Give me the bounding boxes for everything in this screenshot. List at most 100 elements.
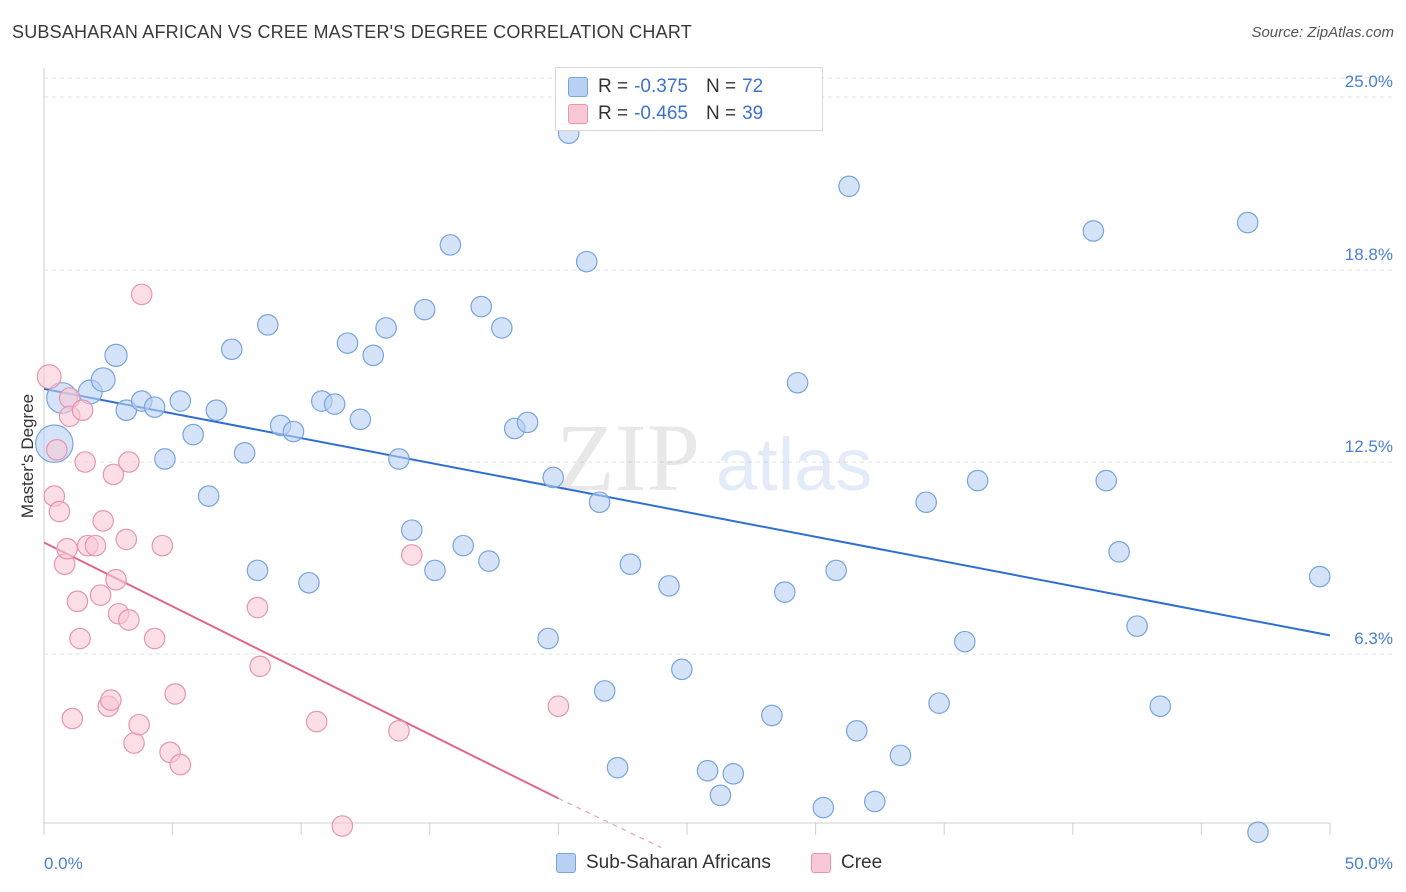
cree-point <box>56 537 78 560</box>
subsaharan-point <box>154 448 176 470</box>
cree-point <box>84 534 107 557</box>
legend-swatch-cree <box>811 853 831 873</box>
cree-point <box>61 707 84 730</box>
subsaharan-point <box>104 343 128 367</box>
cree-point <box>71 399 94 421</box>
trend-lines <box>43 387 1331 849</box>
cree-point <box>151 534 174 557</box>
subsaharan-point <box>537 627 559 650</box>
subsaharan-point <box>336 332 359 354</box>
subsaharan-point <box>439 234 462 256</box>
legend-swatch-cree <box>568 104 588 124</box>
cree-point <box>48 500 71 523</box>
series-legend-subsaharan[interactable]: Sub-Saharan Africans <box>556 852 771 874</box>
cree-point <box>115 528 138 551</box>
y-tick-label: 25.0% <box>1345 72 1393 91</box>
subsaharan-point <box>825 559 847 582</box>
subsaharan-point <box>478 550 500 572</box>
subsaharan-point <box>233 442 256 464</box>
trend-line-cree <box>43 541 559 800</box>
subsaharan-point <box>362 344 385 367</box>
subsaharan-point <box>1108 541 1130 563</box>
subsaharan-point <box>863 790 886 813</box>
series-label-subsaharan: Sub-Saharan Africans <box>586 852 771 873</box>
subsaharan-point <box>1247 821 1269 843</box>
subsaharan-point <box>246 559 269 582</box>
y-tick-label: 12.5% <box>1345 437 1393 456</box>
cree-point <box>118 451 140 473</box>
cree-point <box>69 627 91 650</box>
cree-point <box>169 753 192 776</box>
cree-point <box>46 439 68 461</box>
legend-r-label: R = <box>598 76 629 97</box>
cree-point <box>143 627 166 650</box>
subsaharan-point <box>761 704 783 727</box>
watermark-zip: ZIP <box>556 404 700 511</box>
subsaharan-point <box>928 692 950 714</box>
subsaharan-point <box>696 759 719 782</box>
subsaharan-point <box>722 763 745 785</box>
subsaharan-point <box>1149 695 1172 718</box>
cree-point <box>246 596 269 619</box>
cree-point <box>164 683 186 705</box>
subsaharan-point <box>169 390 192 412</box>
subsaharan-point <box>323 393 346 415</box>
data-points <box>34 122 1331 843</box>
watermark-atlas: atlas <box>716 423 872 506</box>
subsaharan-point <box>773 581 796 603</box>
cree-point <box>130 283 153 306</box>
x-tick-min: 0.0% <box>44 854 83 873</box>
subsaharan-point <box>388 448 410 470</box>
y-axis-label: Master's Degree <box>18 394 37 518</box>
subsaharan-point <box>1236 211 1259 234</box>
subsaharan-point <box>845 719 868 742</box>
subsaharan-point <box>812 796 835 819</box>
series-label-cree: Cree <box>841 852 883 873</box>
subsaharan-point <box>575 250 598 273</box>
subsaharan-point <box>1082 220 1105 242</box>
cree-point <box>36 364 62 390</box>
cree-point <box>66 590 89 613</box>
subsaharan-point <box>349 408 372 431</box>
cree-point <box>128 713 150 736</box>
cree-point <box>331 815 354 837</box>
subsaharan-point <box>413 298 436 321</box>
x-tick-max: 50.0% <box>1345 854 1393 873</box>
subsaharan-point <box>375 317 397 339</box>
cree-point <box>123 732 145 754</box>
cree-point <box>388 719 410 742</box>
subsaharan-point <box>1308 565 1331 588</box>
subsaharan-point <box>838 175 860 198</box>
subsaharan-point <box>889 744 912 767</box>
trend-line-subsaharan <box>43 387 1331 637</box>
subsaharan-point <box>709 784 732 807</box>
subsaharan-point <box>619 553 642 575</box>
cree-point <box>249 655 271 678</box>
legend-swatch-subsaharan <box>556 853 576 873</box>
subsaharan-point <box>400 519 423 541</box>
subsaharan-point <box>205 399 228 421</box>
subsaharan-point <box>606 756 629 779</box>
subsaharan-point <box>282 420 305 443</box>
source-credit: Source: ZipAtlas.com <box>1251 24 1394 41</box>
subsaharan-point <box>658 575 680 597</box>
cree-point <box>547 695 570 718</box>
legend-r-value: -0.465 <box>634 103 688 124</box>
cree-point <box>100 689 122 711</box>
series-legend-cree[interactable]: Cree <box>811 852 882 874</box>
subsaharan-point <box>143 396 166 418</box>
cree-point <box>102 463 125 486</box>
y-tick-label: 6.3% <box>1354 629 1393 648</box>
subsaharan-point <box>220 338 243 361</box>
subsaharan-point <box>256 314 279 336</box>
cree-point <box>92 510 114 532</box>
subsaharan-point <box>953 630 976 653</box>
cree-point <box>400 544 423 566</box>
subsaharan-point <box>182 423 204 446</box>
legend-row-subsaharan: R = -0.375 N = 72 <box>568 75 781 99</box>
legend-swatch-subsaharan <box>568 77 588 97</box>
subsaharan-point <box>1095 469 1118 492</box>
subsaharan-point <box>298 571 320 594</box>
y-tick-label: 18.8% <box>1345 245 1393 264</box>
